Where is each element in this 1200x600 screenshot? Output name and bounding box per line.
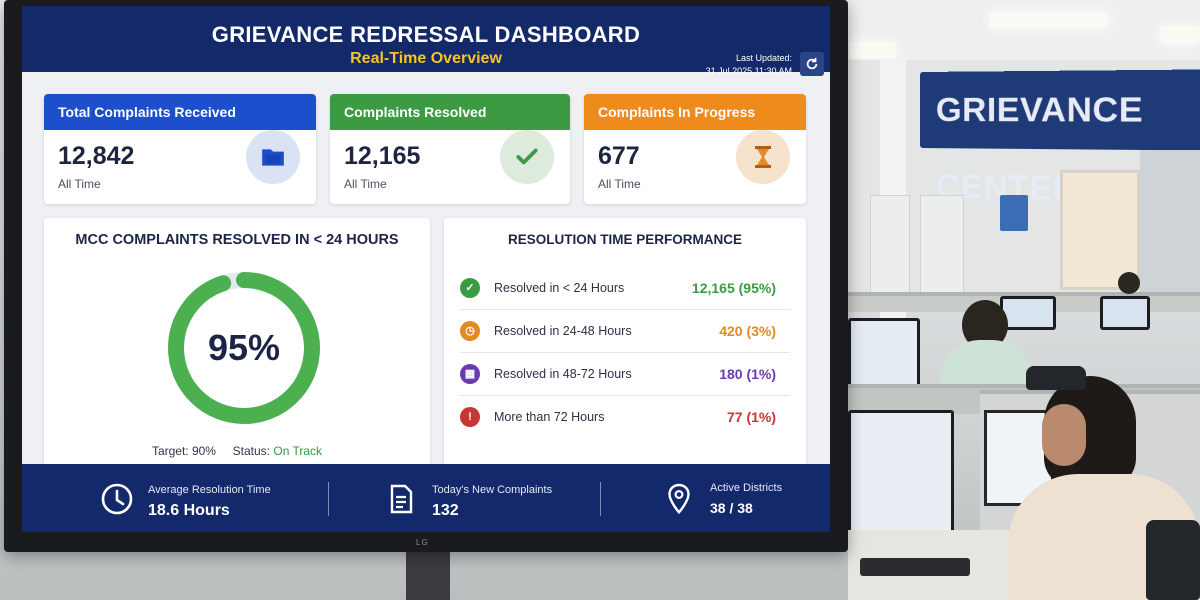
notice-board [1000, 195, 1028, 231]
mcc-donut: 95% [162, 266, 326, 430]
row-count: 180 [719, 366, 743, 382]
row-percent: (1%) [746, 366, 776, 382]
card-subtitle: All Time [58, 177, 101, 191]
desk-monitor [848, 318, 920, 390]
calendar-purple-icon: ▦ [460, 364, 480, 384]
row-value: 180 (1%) [719, 366, 776, 382]
row-label: Resolved in 48-72 Hours [494, 367, 632, 381]
last-updated-label: Last Updated: [735, 53, 792, 63]
card-title: Complaints In Progress [584, 94, 806, 130]
footer-label: Active Districts [710, 482, 783, 494]
row-value: 77 (1%) [727, 409, 776, 425]
footer-value: 38 / 38 [710, 500, 753, 516]
row-percent: (3%) [746, 323, 776, 339]
resolution-row: ◷ Resolved in 24-48 Hours 420 (3%) [460, 311, 790, 353]
alert-red-icon: ! [460, 407, 480, 427]
row-value: 420 (3%) [719, 323, 776, 339]
card-value: 12,165 [344, 142, 421, 170]
card-value: 12,842 [58, 142, 135, 170]
cabinet [870, 195, 910, 295]
check-icon [500, 130, 554, 184]
dashboard-header: GRIEVANCE REDRESSAL DASHBOARD Real-Time … [22, 6, 830, 76]
desk-monitor [1000, 296, 1056, 330]
card-title: Total Complaints Received [44, 94, 316, 130]
target-status-line: Target: 90% Status: On Track [44, 444, 430, 458]
front-monitor [848, 410, 954, 534]
donut-svg [168, 272, 320, 424]
row-count: 12,165 [691, 280, 735, 296]
row-percent: (1%) [746, 409, 776, 425]
location-pin-icon [668, 483, 690, 515]
card-subtitle: All Time [598, 177, 641, 191]
row-percent: (95%) [738, 280, 776, 296]
card-total-complaints: Total Complaints Received 12,842 All Tim… [44, 94, 316, 204]
footer-divider [600, 482, 601, 516]
footer-value: 132 [432, 502, 459, 519]
folder-icon [246, 130, 300, 184]
footer-active-districts: Active Districts 38 / 38 [662, 464, 822, 532]
keyboard [860, 558, 970, 576]
hourglass-icon [736, 130, 790, 184]
ceiling-light [850, 42, 896, 58]
last-updated: Last Updated: 31 Jul 2025 11:30 AM [706, 52, 792, 78]
tv-brand-logo: LG [416, 538, 429, 547]
window [1060, 170, 1140, 290]
card-complaints-in-progress: Complaints In Progress 677 All Time [584, 94, 806, 204]
dashboard-title: GRIEVANCE REDRESSAL DASHBOARD [211, 22, 641, 47]
person-head [1118, 272, 1140, 294]
card-subtitle: All Time [344, 177, 387, 191]
donut-progress-arc [168, 272, 320, 424]
status-value: On Track [273, 444, 323, 458]
check-circle-icon: ✓ [460, 278, 480, 298]
cabinet [920, 195, 964, 295]
mcc-panel: MCC COMPLAINTS RESOLVED IN < 24 HOURS 95… [44, 218, 430, 468]
dashboard-footer: Average Resolution Time 18.6 Hours Today… [22, 464, 830, 532]
tv-stand [406, 552, 450, 600]
refresh-button[interactable] [800, 52, 824, 76]
resolution-row: ! More than 72 Hours 77 (1%) [460, 397, 790, 439]
footer-value: 18.6 Hours [148, 502, 230, 519]
dashboard-subtitle: Real-Time Overview [350, 50, 502, 67]
desk-monitor [1100, 296, 1150, 330]
target-label: Target: 90% [151, 444, 216, 458]
ceiling-light [990, 12, 1108, 28]
row-label: More than 72 Hours [494, 410, 605, 424]
ceiling-light [1160, 26, 1200, 42]
resolution-row: ✓ Resolved in < 24 Hours 12,165 (95%) [460, 268, 790, 310]
footer-label: Average Resolution Time [148, 484, 271, 496]
resolution-panel-title: RESOLUTION TIME PERFORMANCE [507, 232, 742, 247]
row-count: 77 [726, 409, 743, 425]
row-count: 420 [719, 323, 743, 339]
footer-avg-resolution: Average Resolution Time 18.6 Hours [100, 464, 320, 532]
mcc-panel-title: MCC COMPLAINTS RESOLVED IN < 24 HOURS [75, 232, 399, 248]
row-label: Resolved in 24-48 Hours [494, 324, 632, 338]
card-complaints-resolved: Complaints Resolved 12,165 All Time [330, 94, 570, 204]
card-title: Complaints Resolved [330, 94, 570, 130]
last-updated-value: 31 Jul 2025 11:30 AM [705, 66, 792, 76]
status-label: Status: [232, 444, 271, 458]
woman-face [1042, 404, 1086, 466]
resolution-panel: RESOLUTION TIME PERFORMANCE ✓ Resolved i… [444, 218, 806, 468]
footer-new-complaints: Today's New Complaints 132 [384, 464, 594, 532]
clock-icon [101, 483, 133, 515]
wall-sign: GRIEVANCE CENTER [920, 69, 1200, 207]
footer-divider [328, 482, 329, 516]
clock-orange-icon: ◷ [460, 321, 480, 341]
dashboard-screen: GRIEVANCE REDRESSAL DASHBOARD Real-Time … [22, 6, 830, 532]
donut-percent: 95% [207, 327, 281, 368]
resolution-row: ▦ Resolved in 48-72 Hours 180 (1%) [460, 354, 790, 396]
refresh-icon [806, 57, 818, 70]
card-value: 677 [598, 142, 640, 170]
row-label: Resolved in < 24 Hours [494, 281, 625, 295]
chair [1146, 520, 1200, 600]
chair [1026, 366, 1086, 390]
door [1140, 150, 1200, 310]
document-icon [390, 484, 413, 514]
row-value: 12,165 (95%) [692, 280, 776, 296]
footer-label: Today's New Complaints [432, 484, 553, 496]
tv-monitor: LG GRIEVANCE REDRESSAL DASHBOARD Real-Ti… [4, 0, 848, 552]
